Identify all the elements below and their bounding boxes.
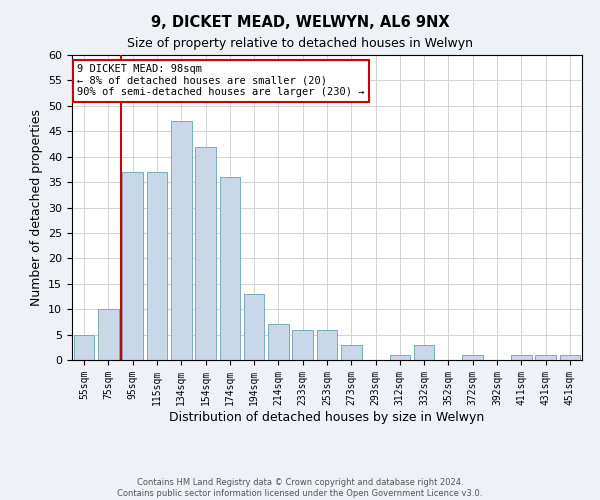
Text: 9, DICKET MEAD, WELWYN, AL6 9NX: 9, DICKET MEAD, WELWYN, AL6 9NX (151, 15, 449, 30)
Bar (195, 146, 216, 360)
Bar (146, 172, 167, 360)
X-axis label: Distribution of detached houses by size in Welwyn: Distribution of detached houses by size … (169, 410, 485, 424)
Text: 9 DICKET MEAD: 98sqm
← 8% of detached houses are smaller (20)
90% of semi-detach: 9 DICKET MEAD: 98sqm ← 8% of detached ho… (77, 64, 365, 98)
Y-axis label: Number of detached properties: Number of detached properties (29, 109, 43, 306)
Text: Contains HM Land Registry data © Crown copyright and database right 2024.
Contai: Contains HM Land Registry data © Crown c… (118, 478, 482, 498)
Bar (74, 334, 94, 360)
Bar (414, 345, 434, 360)
Bar (98, 309, 119, 360)
Bar (511, 355, 532, 360)
Bar (535, 355, 556, 360)
Bar (268, 324, 289, 360)
Bar (463, 355, 483, 360)
Bar (341, 345, 362, 360)
Bar (171, 121, 191, 360)
Bar (389, 355, 410, 360)
Bar (292, 330, 313, 360)
Bar (220, 177, 240, 360)
Bar (317, 330, 337, 360)
Bar (244, 294, 265, 360)
Bar (122, 172, 143, 360)
Bar (560, 355, 580, 360)
Text: Size of property relative to detached houses in Welwyn: Size of property relative to detached ho… (127, 38, 473, 51)
